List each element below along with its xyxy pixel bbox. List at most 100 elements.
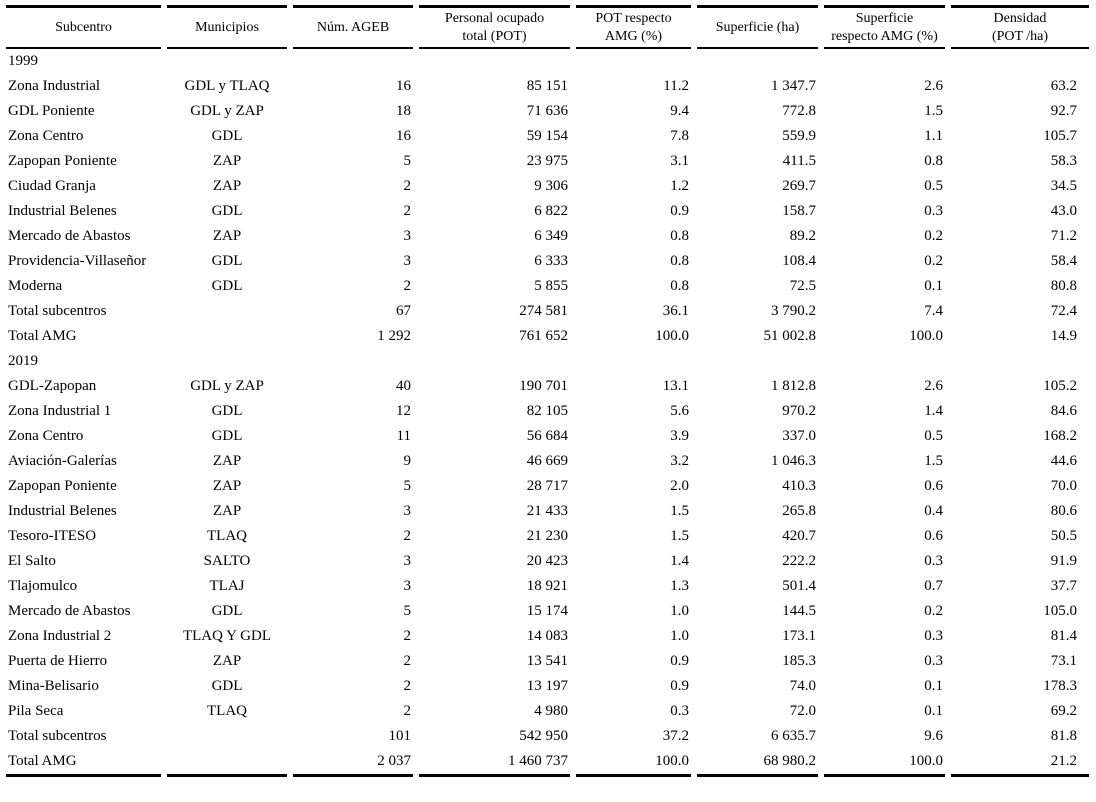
cell-subcentro: GDL Poniente — [8, 103, 95, 119]
cell-num-ageb: 5 — [403, 153, 412, 169]
cell-num-ageb: 3 — [403, 253, 412, 269]
cell-superficie-pct: 0.1 — [924, 703, 943, 719]
cell-superficie-pct: 0.2 — [924, 228, 943, 244]
cell-superficie: 501.4 — [782, 578, 816, 594]
table-row: Total subcentros 67 274 581 36.1 3 790.2 7.4 7… — [6, 299, 1089, 324]
cell-pot-pct-amg: 100.0 — [655, 328, 689, 344]
cell-municipios: GDL — [211, 253, 243, 269]
cell-num-ageb: 2 — [403, 278, 412, 294]
cell-subcentro: Mercado de Abastos — [8, 228, 131, 244]
cell-subcentro: Zona Centro — [8, 428, 84, 444]
table-row: Aviación-Galerías ZAP 9 46 669 3.2 1 046.3 1.5… — [6, 449, 1089, 474]
table-row: Zona Industrial 1 GDL 12 82 105 5.6 970.2 1.4 8… — [6, 399, 1089, 424]
cell-municipios: GDL y ZAP — [190, 378, 264, 394]
cell-superficie: 411.5 — [782, 153, 816, 169]
cell-pot: 82 105 — [526, 403, 568, 419]
cell-municipios: ZAP — [212, 453, 242, 469]
cell-subcentro: El Salto — [8, 553, 56, 569]
cell-superficie-pct: 0.8 — [924, 153, 943, 169]
cell-subcentro: Total subcentros — [8, 303, 107, 319]
cell-densidad: 34.5 — [1050, 178, 1077, 194]
cell-superficie-pct: 0.3 — [924, 553, 943, 569]
cell-num-ageb: 3 — [403, 578, 412, 594]
column-header-superficie-pct: Superficie respecto AMG (%) — [824, 5, 945, 49]
cell-municipios: ZAP — [212, 653, 242, 669]
cell-num-ageb: 2 — [403, 178, 412, 194]
cell-superficie: 144.5 — [782, 603, 816, 619]
cell-densidad: 178.3 — [1043, 678, 1077, 694]
cell-pot-pct-amg: 3.2 — [670, 453, 689, 469]
cell-municipios: SALTO — [203, 553, 251, 569]
table-row: Mercado de Abastos GDL 5 15 174 1.0 144.5 0.2 1… — [6, 599, 1089, 624]
table-row: Providencia-Villaseñor GDL 3 6 333 0.8 108.4 0… — [6, 249, 1089, 274]
cell-superficie-pct: 100.0 — [824, 749, 945, 777]
cell-pot: 13 197 — [526, 678, 568, 694]
cell-superficie: 68 980.2 — [697, 749, 818, 777]
cell-num-ageb: 5 — [403, 603, 412, 619]
cell-densidad: 91.9 — [1050, 553, 1077, 569]
table-row: Zona Industrial GDL y TLAQ 16 85 151 11.2 1 3… — [6, 74, 1089, 99]
cell-superficie: 89.2 — [789, 228, 816, 244]
cell-subcentro: Tesoro-ITESO — [8, 528, 97, 544]
table-row: Ciudad Granja ZAP 2 9 306 1.2 269.7 0.5 34.5 — [6, 174, 1089, 199]
table-row: Zona Centro GDL 11 56 684 3.9 337.0 0.5 168.2 — [6, 424, 1089, 449]
cell-subcentro: Pila Seca — [8, 703, 64, 719]
cell-subcentro: Puerta de Hierro — [8, 653, 108, 669]
cell-num-ageb: 1 292 — [377, 328, 411, 344]
cell-num-ageb: 3 — [403, 503, 412, 519]
table-body: 1999 Zona Industrial GDL y TLAQ 16 85 151 11.… — [6, 49, 1089, 777]
cell-pot: 761 652 — [519, 328, 568, 344]
cell-subcentro: Industrial Belenes — [8, 503, 117, 519]
cell-pot: 21 433 — [526, 503, 568, 519]
cell-superficie: 51 002.8 — [763, 328, 817, 344]
cell-superficie-pct: 0.6 — [924, 478, 943, 494]
cell-subcentro: Mercado de Abastos — [8, 603, 131, 619]
cell-pot-pct-amg: 3.1 — [670, 153, 689, 169]
cell-pot: 85 151 — [526, 78, 568, 94]
cell-pot: 190 701 — [519, 378, 568, 394]
cell-superficie-pct: 0.5 — [924, 428, 943, 444]
cell-densidad: 105.7 — [1043, 128, 1077, 144]
cell-pot: 6 822 — [534, 203, 568, 219]
cell-pot-pct-amg: 1.2 — [670, 178, 689, 194]
cell-superficie: 410.3 — [782, 478, 816, 494]
cell-densidad: 70.0 — [1050, 478, 1077, 494]
cell-superficie: 6 635.7 — [771, 728, 816, 744]
cell-pot: 274 581 — [519, 303, 568, 319]
cell-pot-pct-amg: 1.0 — [670, 628, 689, 644]
cell-densidad: 84.6 — [1050, 403, 1077, 419]
cell-pot-pct-amg: 1.3 — [670, 578, 689, 594]
cell-superficie: 1 812.8 — [771, 378, 816, 394]
cell-subcentro: Zapopan Poniente — [8, 153, 117, 169]
cell-num-ageb: 101 — [388, 728, 412, 744]
cell-pot-pct-amg: 9.4 — [670, 103, 689, 119]
cell-subcentro: Zona Centro — [8, 128, 84, 144]
table-row: GDL Poniente GDL y ZAP 18 71 636 9.4 772.8 1.5… — [6, 99, 1089, 124]
header-row: Subcentro Municipios Núm. AGEB Personal ocu… — [6, 5, 1089, 49]
cell-pot-pct-amg: 0.8 — [670, 253, 689, 269]
cell-pot-pct-amg: 0.9 — [670, 203, 689, 219]
table-row: Total AMG 2 037 1 460 737 100.0 68 980.2 100.… — [6, 749, 1089, 777]
cell-pot-pct-amg: 0.9 — [670, 678, 689, 694]
cell-densidad: 71.2 — [1050, 228, 1077, 244]
cell-superficie-pct: 1.5 — [924, 453, 943, 469]
cell-municipios: GDL y TLAQ — [184, 78, 270, 94]
cell-municipios — [167, 299, 287, 324]
cell-subcentro: Moderna — [8, 278, 63, 294]
cell-superficie-pct: 0.7 — [924, 578, 943, 594]
cell-densidad: 168.2 — [1043, 428, 1077, 444]
cell-superficie: 265.8 — [782, 503, 816, 519]
section-year-row: 2019 — [6, 349, 1089, 374]
table-row: Puerta de Hierro ZAP 2 13 541 0.9 185.3 0.3 73.… — [6, 649, 1089, 674]
cell-densidad: 37.7 — [1050, 578, 1077, 594]
cell-densidad: 80.8 — [1050, 278, 1077, 294]
cell-pot: 5 855 — [534, 278, 568, 294]
cell-superficie: 772.8 — [782, 103, 816, 119]
cell-subcentro: Providencia-Villaseñor — [8, 253, 147, 269]
table-row: Tlajomulco TLAJ 3 18 921 1.3 501.4 0.7 37.7 — [6, 574, 1089, 599]
cell-superficie: 74.0 — [789, 678, 816, 694]
cell-superficie-pct: 1.5 — [924, 103, 943, 119]
cell-superficie-pct: 0.2 — [924, 603, 943, 619]
table-row: Industrial Belenes GDL 2 6 822 0.9 158.7 0.3 43… — [6, 199, 1089, 224]
cell-superficie-pct: 9.6 — [924, 728, 943, 744]
